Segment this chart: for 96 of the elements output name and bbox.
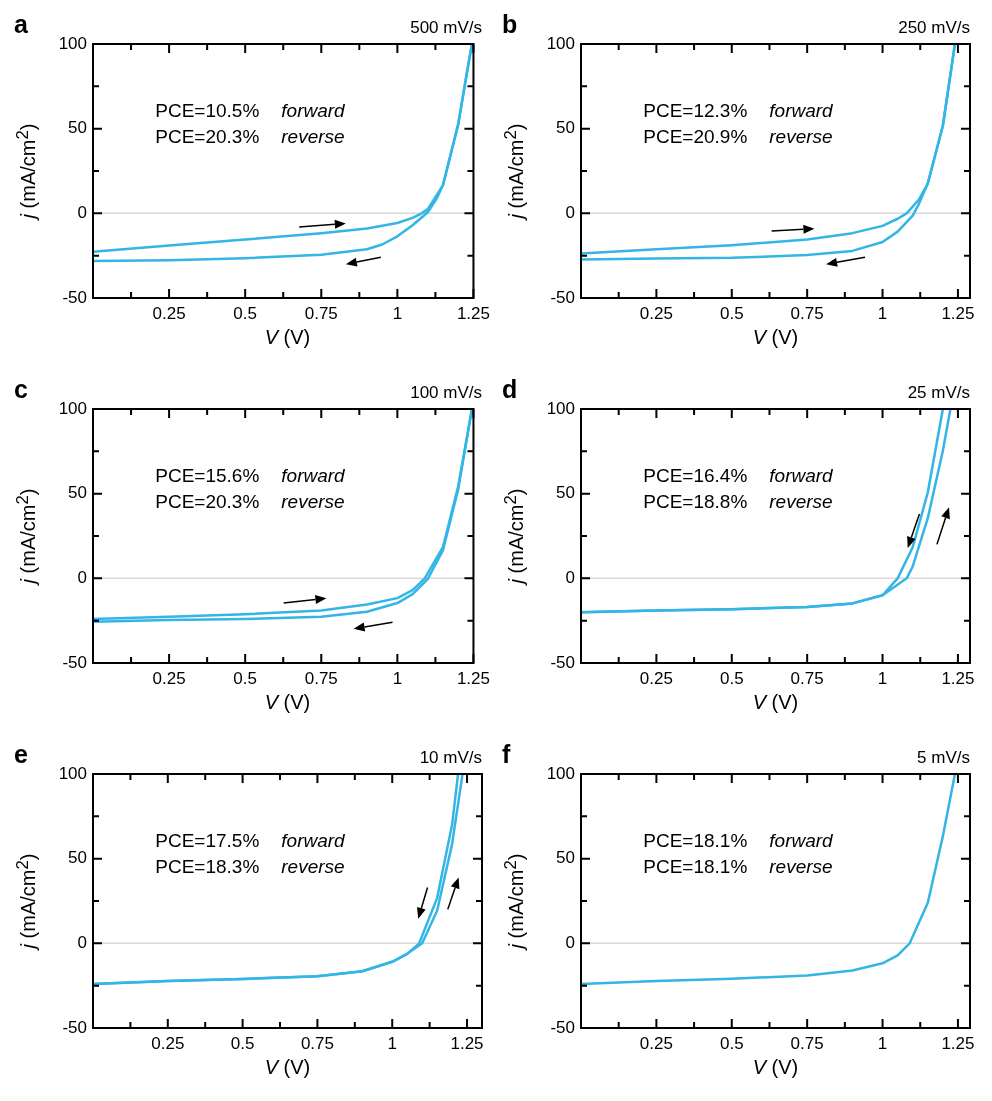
x-axis-title: V (V) [751,1056,800,1079]
y-tick-label: 100 [58,763,87,783]
y-tick-label: 0 [77,203,87,223]
y-tick-label: 0 [565,568,575,588]
x-tick-label: 0.75 [790,668,824,688]
annotation: PCE=20.9% [643,125,748,148]
annotation: reverse [769,125,833,148]
x-tick-label: 0.5 [719,1033,744,1053]
annotation: PCE=20.3% [155,125,260,148]
annotation: reverse [769,490,833,513]
annotation: PCE=18.1% [643,829,748,852]
chart-title: 10 mV/s [419,748,482,768]
x-tick-label: 1.25 [941,1033,975,1053]
text: f [502,740,511,769]
y-tick-label: 100 [546,33,575,53]
x-tick-label: 0.5 [230,1033,255,1053]
annotation: forward [769,99,833,122]
x-tick-label: 0.75 [790,1033,824,1053]
annotation: PCE=16.4% [643,464,748,487]
x-tick-label: 0.5 [719,303,744,323]
x-tick-label: 0.25 [639,1033,673,1053]
y-tick-label: 0 [77,933,87,953]
annotation: PCE=20.3% [155,490,260,513]
text: d [502,375,518,404]
x-tick-label: 1 [387,1033,397,1053]
x-tick-label: 0.25 [152,668,186,688]
x-tick-label: 1 [392,303,403,323]
x-tick-label: 1.25 [456,303,490,323]
chart-title: 25 mV/s [907,383,970,403]
x-tick-label: 0.75 [304,303,338,323]
x-axis-title: V (V) [263,1056,312,1079]
x-tick-label: 0.25 [152,303,186,323]
annotation: PCE=18.8% [643,490,748,513]
x-tick-label: 1 [392,668,403,688]
text: a [14,10,28,39]
x-tick-label: 1.25 [941,303,975,323]
x-tick-label: 1 [877,303,888,323]
annotation: PCE=15.6% [155,464,260,487]
annotation: PCE=17.5% [155,829,260,852]
x-axis-title: V (V) [263,691,312,714]
x-tick-label: 1.25 [450,1033,484,1053]
y-tick-label: 100 [546,763,575,783]
annotation: reverse [281,855,345,878]
y-tick-label: -50 [550,1017,575,1037]
y-tick-label: 50 [556,848,575,868]
annotation: forward [281,99,345,122]
x-tick-label: 1.25 [941,668,975,688]
annotation: forward [769,829,833,852]
y-tick-label: -50 [62,1017,87,1037]
chart-title: 5 mV/s [917,748,970,768]
y-tick-label: 50 [556,118,575,138]
x-tick-label: 1.25 [456,668,490,688]
x-tick-label: 0.75 [304,668,338,688]
y-tick-label: 100 [58,33,87,53]
x-tick-label: 0.5 [233,303,257,323]
x-tick-label: 0.25 [639,303,673,323]
y-tick-label: 100 [546,398,575,418]
y-tick-label: 50 [68,483,87,503]
x-tick-label: 0.5 [233,668,257,688]
annotation: forward [281,829,345,852]
x-tick-label: 1 [877,668,888,688]
y-tick-label: 50 [68,848,87,868]
x-tick-label: 1 [877,1033,888,1053]
x-tick-label: 0.75 [790,303,824,323]
annotation: forward [769,464,833,487]
text: c [14,375,28,404]
y-tick-label: -50 [550,652,575,672]
y-tick-label: 50 [556,483,575,503]
y-tick-label: -50 [62,287,87,307]
x-axis-title: V (V) [751,691,800,714]
annotation: PCE=18.3% [155,855,260,878]
annotation: reverse [281,490,345,513]
chart-title: 250 mV/s [898,18,970,38]
text: e [14,740,28,769]
y-tick-label: 0 [565,203,575,223]
annotation: PCE=18.1% [643,855,748,878]
annotation: reverse [769,855,833,878]
chart-title: 500 mV/s [410,18,482,38]
annotation: reverse [281,125,345,148]
x-tick-label: 0.75 [300,1033,334,1053]
y-tick-label: -50 [62,652,87,672]
y-tick-label: -50 [550,287,575,307]
y-tick-label: 0 [77,568,87,588]
text: b [502,10,518,39]
annotation: PCE=12.3% [643,99,748,122]
x-axis-title: V (V) [751,326,800,349]
annotation: PCE=10.5% [155,99,260,122]
chart-title: 100 mV/s [410,383,482,403]
annotation: forward [281,464,345,487]
x-tick-label: 0.5 [719,668,744,688]
y-tick-label: 50 [68,118,87,138]
x-axis-title: V (V) [263,326,312,349]
y-tick-label: 100 [58,398,87,418]
y-tick-label: 0 [565,933,575,953]
x-tick-label: 0.25 [639,668,673,688]
x-tick-label: 0.25 [151,1033,185,1053]
